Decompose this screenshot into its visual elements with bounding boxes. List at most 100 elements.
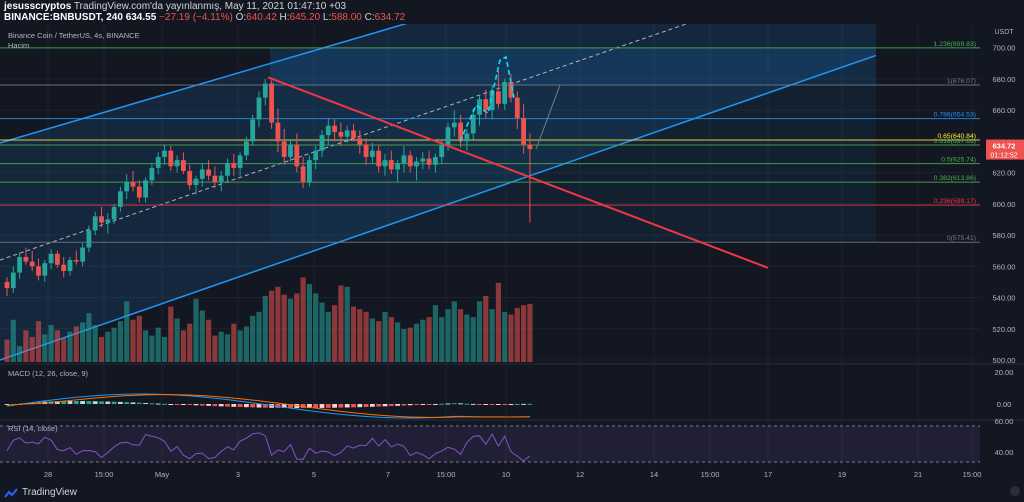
macd-tick: 20.00 [995, 368, 1014, 377]
fib-label: 0.382(613.86) [934, 175, 976, 182]
settings-icon[interactable] [1010, 486, 1020, 496]
fib-label: 1(676.07) [947, 78, 976, 85]
candle-body [382, 160, 388, 167]
volume-bar [250, 315, 256, 362]
volume-bar [382, 311, 388, 362]
macd-histogram-bar [407, 404, 413, 406]
macd-histogram-bar [67, 400, 73, 404]
tradingview-logo-icon [4, 487, 18, 498]
macd-histogram-bar [231, 404, 237, 407]
tradingview-logo[interactable]: TradingView [4, 487, 77, 498]
rsi-band [0, 426, 980, 462]
macd-histogram-bar [86, 401, 92, 404]
candle-body [319, 135, 325, 151]
volume-bar [369, 318, 375, 362]
volume-bar [61, 338, 67, 362]
chart-canvas[interactable]: 1.236(699.83) 1(676.07) 0.786(654.53) 0.65(… [0, 24, 1024, 484]
candle-body [225, 163, 230, 176]
candle-body [250, 119, 256, 142]
volume-bar [287, 298, 294, 362]
volume-bar [357, 309, 363, 362]
candle-body [256, 97, 262, 120]
volume-bar [73, 326, 79, 362]
candle-body [23, 256, 29, 262]
time-tick: 15:00 [95, 470, 114, 479]
macd-histogram-bar [111, 401, 117, 404]
volume-bar [29, 336, 35, 362]
macd-histogram-bar [288, 404, 293, 408]
volume-bar [344, 286, 350, 362]
price-change: −27.19 (−4.11%) [159, 12, 233, 23]
candle-body [294, 144, 300, 167]
macd-histogram-bar [244, 404, 249, 408]
volume-bar [161, 336, 168, 362]
candle-body [212, 175, 218, 182]
volume-bar [275, 286, 281, 362]
candle-body [514, 97, 520, 118]
macd-histogram-bar [250, 404, 256, 408]
volume-bar [10, 319, 16, 362]
macd-histogram-bar [80, 401, 85, 404]
candle-body [187, 171, 193, 186]
macd-histogram-bar [351, 404, 356, 408]
candle-body [376, 150, 382, 167]
macd-histogram-bar [61, 401, 67, 404]
fib-label: 1.236(699.83) [934, 41, 976, 48]
candle-body [162, 150, 167, 157]
time-tick: 15:00 [701, 470, 720, 479]
time-tick: 15:00 [963, 470, 982, 479]
candle-body [17, 256, 22, 273]
macd-histogram-bar [118, 401, 123, 404]
candle-body [313, 150, 319, 161]
macd-histogram-bar [382, 404, 388, 407]
macd-histogram-bar [55, 401, 60, 404]
time-tick: 7 [386, 470, 390, 479]
time-tick: May [155, 470, 169, 479]
fib-label: 0.618(637.63) [934, 138, 976, 145]
high-value: 645.20 [289, 12, 321, 23]
macd-histogram-bar [162, 403, 167, 405]
candle-body [332, 125, 337, 132]
marker-line [535, 84, 561, 150]
volume-bar [155, 327, 161, 362]
candle-body [231, 163, 237, 168]
publish-date: TradingView.com'da yayınlanmış, May 11, … [73, 1, 347, 12]
volume-bar [111, 327, 117, 362]
macd-histogram-bar [357, 404, 363, 408]
volume-bar [432, 305, 438, 362]
volume-bar [464, 314, 470, 362]
volume-bar [48, 325, 54, 362]
volume-bar [495, 282, 501, 362]
volume-bar [445, 309, 451, 362]
macd-histogram-bar [458, 403, 463, 405]
time-tick: 28 [44, 470, 52, 479]
macd-histogram-bar [237, 404, 243, 408]
symbol-name[interactable]: BINANCE:BNBUSDT, 240 [4, 12, 123, 23]
macd-histogram-bar [451, 403, 457, 405]
price-tick: 680.00 [993, 75, 1016, 84]
candle-body [338, 131, 344, 137]
time-tick: 15:00 [437, 470, 456, 479]
candle-body [174, 160, 180, 167]
candle-body [237, 155, 243, 168]
candle-body [61, 264, 67, 271]
candle-body [483, 99, 489, 111]
author-name[interactable]: jesusscryptos [4, 1, 72, 12]
candle-body [281, 141, 287, 157]
volume-bar [187, 323, 193, 362]
macd-label: MACD (12, 26, close, 9) [8, 369, 89, 378]
high-label: H: [279, 12, 290, 23]
candle-body [370, 150, 375, 157]
candle-body [414, 161, 419, 167]
volume-bar [262, 296, 268, 362]
volume-bar [420, 319, 426, 362]
volume-bar [54, 330, 60, 362]
volume-bar [476, 301, 483, 362]
candle-body [357, 138, 363, 145]
chart-header: jesusscryptos TradingView.com'da yayınla… [0, 0, 1024, 24]
macd-histogram-bar [193, 404, 199, 406]
volume-bar [514, 307, 520, 362]
projection-path [459, 55, 515, 142]
price-tick: 500.00 [993, 356, 1016, 365]
current-price-value: 634.72 [993, 142, 1016, 151]
